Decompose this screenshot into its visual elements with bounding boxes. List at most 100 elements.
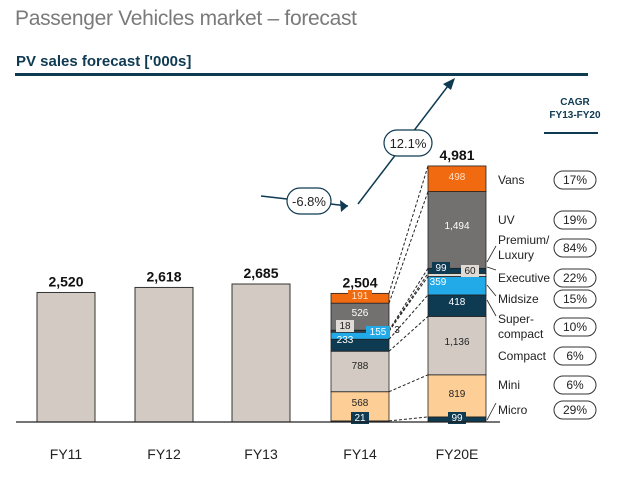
- cagr-badge: [553, 170, 597, 190]
- connector-line: [388, 165, 429, 294]
- segment-label: 1,494: [444, 221, 469, 232]
- cagr-badge: [553, 375, 597, 395]
- connector-line: [388, 273, 429, 332]
- cagr-value: 6%: [566, 378, 584, 392]
- legend-leader-line: [486, 266, 497, 271]
- segment-fy20e-compact: [427, 316, 487, 376]
- total-label: 4,981: [439, 147, 474, 163]
- cagr-badge: [553, 400, 597, 420]
- connector-line: [388, 191, 429, 304]
- bar-fy11: [36, 291, 96, 423]
- growth-label: -6.8%: [292, 194, 326, 209]
- segment-label-bg: [461, 265, 479, 277]
- segment-label: 568: [352, 398, 369, 409]
- segment-label: 819: [449, 389, 466, 400]
- segment-label-bg: [336, 320, 354, 332]
- cagr-value: 19%: [563, 213, 587, 227]
- legend-leader-line: [486, 299, 497, 317]
- connector-lines: [388, 165, 429, 423]
- legend-leader-line: [486, 245, 497, 263]
- x-tick-label: FY12: [147, 446, 181, 462]
- legend-label: Executive: [498, 271, 550, 285]
- cagr-value: 15%: [563, 292, 587, 306]
- legend-label: Premium/: [498, 233, 550, 247]
- cagr-badge: [553, 268, 597, 288]
- segment-label: 498: [449, 172, 466, 183]
- legend-leader-line: [486, 284, 497, 297]
- segment-label: 418: [449, 297, 466, 308]
- segment-fy20e-vans: [427, 165, 487, 192]
- total-label: 2,685: [243, 265, 278, 281]
- bar-fy13: [231, 283, 291, 423]
- cagr-badge: [553, 289, 597, 309]
- cagr-value: 22%: [563, 271, 587, 285]
- segment-fy14-compact: [330, 350, 390, 393]
- bar-fy12: [134, 286, 194, 423]
- x-tick-label: FY13: [244, 446, 278, 462]
- segment-label: 3: [394, 325, 400, 336]
- chart-subtitle: PV sales forecast ['000s]: [16, 53, 192, 70]
- connector-line: [388, 374, 429, 393]
- legend-leader-line: [486, 402, 497, 421]
- cagr-value: 17%: [563, 173, 587, 187]
- legend-label: Midsize: [498, 292, 539, 306]
- legend-label: Super-: [498, 312, 534, 326]
- total-label: 2,618: [146, 268, 181, 284]
- cagr-value: 84%: [563, 241, 587, 255]
- arrowhead-icon: [443, 78, 455, 90]
- bars: [36, 165, 487, 423]
- cagr-header: FY13-FY20: [549, 110, 601, 121]
- segment-label: 60: [464, 266, 476, 277]
- x-tick-label: FY14: [343, 446, 377, 462]
- legend-label: Vans: [498, 173, 524, 187]
- segment-label: 359: [430, 277, 447, 288]
- cagr-badge: [553, 238, 597, 258]
- legend-label: Compact: [498, 349, 547, 363]
- cagr-legend: CAGR FY13-FY20 Vans 17% UV 19% Premium/Luxury 8…: [486, 97, 601, 421]
- legend-label: Mini: [498, 378, 520, 392]
- x-tick-labels: FY11 FY12 FY13 FY14 FY20E: [50, 446, 479, 462]
- arrowhead-icon: [340, 200, 348, 212]
- cagr-badge: [553, 210, 597, 230]
- connector-line: [388, 268, 429, 331]
- segment-label: 99: [435, 263, 447, 274]
- segment-label: 21: [354, 413, 366, 424]
- x-tick-label: FY11: [50, 446, 83, 462]
- cagr-header: CAGR: [560, 97, 590, 108]
- segment-label-bg: [366, 326, 390, 338]
- total-label: 2,520: [48, 273, 83, 289]
- connector-line: [388, 416, 429, 422]
- connector-line: [388, 276, 429, 332]
- legend-label: compact: [498, 327, 544, 341]
- segment-label: 18: [339, 321, 351, 332]
- segment-label: 788: [352, 361, 369, 372]
- segment-label-bg: [348, 290, 372, 302]
- total-label: 2,504: [342, 274, 377, 290]
- segment-label: 1,136: [444, 337, 469, 348]
- segment-label: 99: [451, 413, 463, 424]
- segment-label-bg: [432, 262, 450, 274]
- cagr-value: 6%: [566, 349, 584, 363]
- segment-label: 233: [337, 335, 354, 346]
- legend-label: Micro: [498, 403, 528, 417]
- legend-label: UV: [498, 213, 515, 227]
- x-tick-label: FY20E: [436, 446, 479, 462]
- growth-badge: [286, 187, 332, 215]
- segment-label-bg: [448, 412, 466, 424]
- cagr-value: 10%: [563, 320, 587, 334]
- segment-label-bg: [351, 412, 369, 424]
- connector-line: [388, 316, 429, 352]
- cagr-badge: [553, 346, 597, 366]
- segment-label: 155: [370, 327, 387, 338]
- growth-arrows: -6.8% 12.1%: [260, 78, 455, 215]
- page-title: Passenger Vehicles market – forecast: [15, 7, 357, 30]
- cagr-badge: [553, 317, 597, 337]
- legend-label: Luxury: [498, 248, 534, 262]
- title-underline: [15, 73, 588, 76]
- cagr-value: 29%: [563, 403, 587, 417]
- growth-label: 12.1%: [390, 136, 427, 151]
- growth-badge: [383, 129, 433, 157]
- segment-label: 526: [352, 308, 369, 319]
